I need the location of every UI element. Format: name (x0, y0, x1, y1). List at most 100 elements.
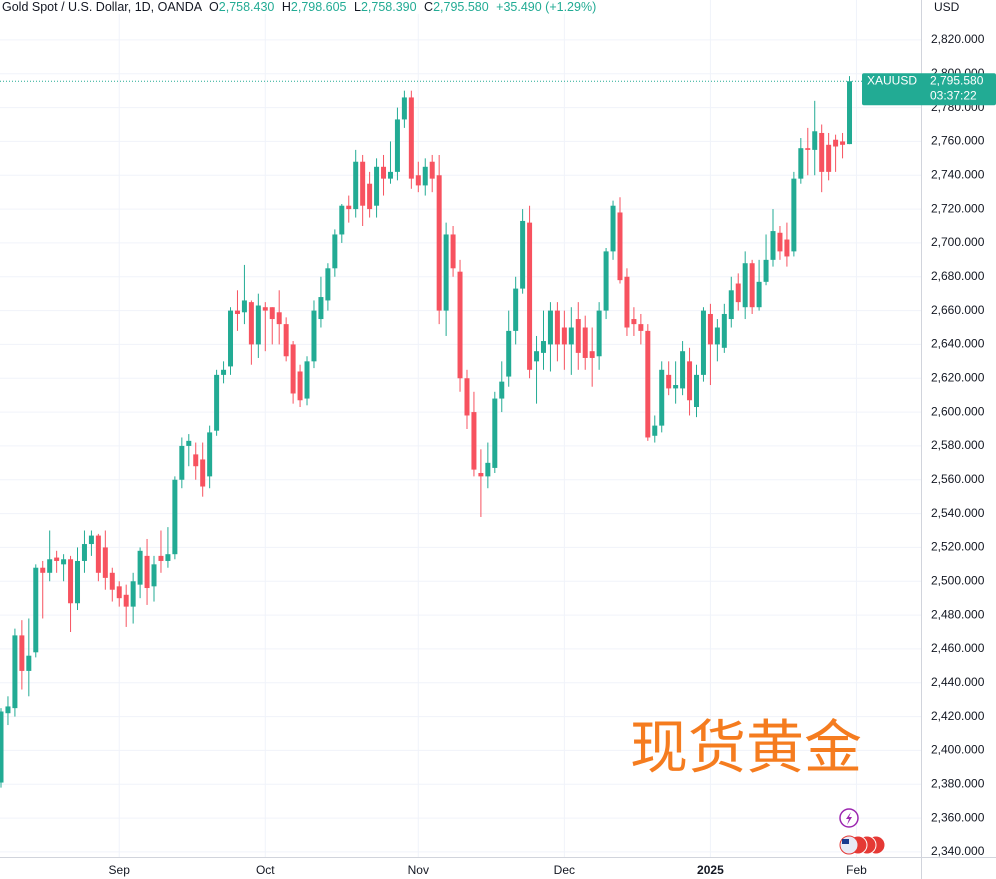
candle-body (770, 231, 776, 260)
candle-body (513, 288, 519, 331)
x-tick-label: Feb (846, 863, 867, 877)
candle-body (700, 310, 706, 375)
candle-body (276, 312, 282, 325)
y-tick-label: 2,680.000 (931, 269, 985, 283)
candle-body (422, 166, 428, 186)
candle-body (221, 369, 227, 375)
y-tick-label: 2,480.000 (931, 607, 985, 621)
candle-body (659, 369, 665, 426)
price-label-box (862, 73, 996, 106)
candle-body (332, 234, 338, 269)
candle-body (353, 161, 359, 210)
y-tick-label: 2,600.000 (931, 404, 985, 418)
candle-body (707, 313, 713, 345)
candle-body (687, 361, 693, 401)
candle-body (478, 472, 484, 477)
candle-body (568, 327, 574, 345)
change-value: +35.490 (+1.29%) (496, 0, 597, 14)
y-tick-label: 2,740.000 (931, 167, 985, 181)
candle-body (228, 310, 234, 367)
high-label: H (281, 0, 291, 14)
candle-body (694, 374, 699, 408)
watermark: 现货黄金 (630, 715, 862, 780)
candle-body (304, 361, 310, 399)
candle-body (756, 281, 762, 308)
candle-body (81, 544, 87, 561)
candle-body (234, 310, 240, 314)
candle-body (241, 300, 247, 313)
y-tick-label: 2,540.000 (931, 506, 985, 520)
x-tick-label: Oct (256, 863, 275, 877)
candle-body (283, 324, 289, 357)
candle-body (151, 564, 157, 587)
candle-body (666, 374, 672, 389)
candle-body (339, 205, 345, 235)
candle-body (116, 586, 122, 599)
candle-body (589, 351, 595, 358)
candle-body (47, 559, 53, 573)
y-tick-label: 2,760.000 (931, 134, 985, 148)
y-tick-label: 2,620.000 (931, 370, 985, 384)
candle-body (819, 132, 825, 172)
candle-body (805, 148, 811, 150)
candle-body (394, 119, 400, 172)
candle-body (534, 351, 540, 362)
currency-label: USD (934, 0, 960, 14)
candle-body (26, 655, 32, 671)
candle-body (714, 327, 720, 345)
candle-body (262, 307, 268, 311)
candle-body (749, 263, 755, 308)
y-tick-label: 2,660.000 (931, 303, 985, 317)
candle-body (290, 344, 296, 394)
candle-body (248, 302, 254, 345)
candle-body (367, 183, 373, 210)
candle-body (401, 97, 407, 120)
y-tick-label: 2,500.000 (931, 573, 985, 587)
candle-body (638, 324, 644, 331)
lightning-glyph (846, 812, 852, 825)
candle-body (123, 594, 129, 607)
x-tick-label: Nov (408, 863, 429, 877)
candle-body (547, 310, 553, 345)
candle-body (812, 131, 818, 150)
open-value: 2,758.430 (218, 0, 275, 14)
y-tick-label: 2,580.000 (931, 438, 985, 452)
candle-body (777, 232, 783, 252)
candle-body (735, 283, 741, 303)
candle-body (617, 212, 623, 281)
candle-body (33, 567, 39, 653)
y-tick-label: 2,340.000 (931, 844, 985, 858)
y-tick-label: 2,380.000 (931, 776, 985, 790)
candle-body (485, 462, 491, 477)
candle-body (19, 635, 25, 671)
candle-body (109, 572, 115, 590)
price-label-price: 2,795.580 (930, 73, 984, 87)
candle-body (680, 351, 686, 389)
candle-body (471, 412, 477, 470)
candle-body (346, 205, 352, 210)
candle-body (75, 560, 81, 604)
candle-body (728, 290, 734, 320)
symbol-name: Gold Spot / U.S. Dollar, 1D, OANDA (2, 0, 203, 14)
candle-body (68, 559, 74, 604)
candle-body (102, 547, 108, 578)
candle-body (137, 550, 143, 585)
candle-body (415, 175, 421, 186)
candle-body (443, 234, 449, 311)
low-value: 2,758.390 (360, 0, 417, 14)
candle-body (130, 581, 136, 607)
candle-body (200, 459, 206, 487)
candle-body (381, 166, 387, 179)
candle-body (54, 557, 60, 561)
candle-body (582, 327, 588, 358)
candle-body (763, 259, 769, 282)
candle-body (673, 385, 679, 389)
candle-body (360, 161, 366, 206)
candle-body (847, 81, 853, 145)
candle-body (172, 479, 178, 555)
candle-body (88, 535, 94, 545)
candle-body (506, 330, 512, 377)
candle-body (798, 148, 804, 179)
